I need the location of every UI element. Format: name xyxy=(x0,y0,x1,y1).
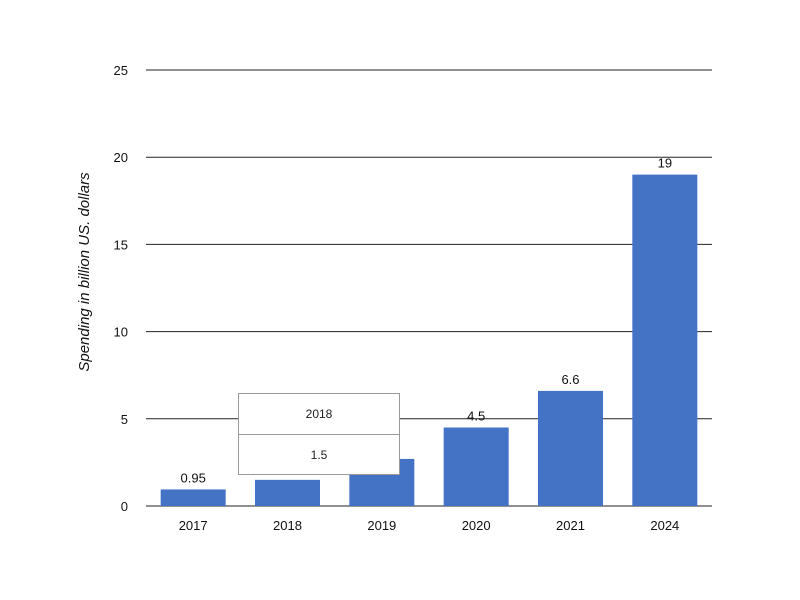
y-tick-label-5: 5 xyxy=(121,412,128,427)
bar-2024 xyxy=(632,174,698,506)
x-tick-label-2017: 2017 xyxy=(179,518,208,533)
y-tick-label-25: 25 xyxy=(114,63,128,78)
y-tick-label-10: 10 xyxy=(114,325,128,340)
data-label-2021: 6.6 xyxy=(561,372,579,387)
gridlines xyxy=(146,69,712,507)
y-tick-label-15: 15 xyxy=(114,237,128,252)
data-label-2020: 4.5 xyxy=(467,409,485,424)
tooltip-value: 1.5 xyxy=(239,434,399,475)
tooltip-category: 2018 xyxy=(305,407,333,421)
x-tick-label-2019: 2019 xyxy=(367,518,396,533)
x-tick-label-2024: 2024 xyxy=(650,518,679,533)
x-tick-label-2018: 2018 xyxy=(273,518,302,533)
bar-2021 xyxy=(538,390,603,506)
bar-2020 xyxy=(443,427,509,506)
x-tick-label-2021: 2021 xyxy=(556,518,585,533)
x-axis-ticks: 2017 2018 2019 2020 2021 2024 xyxy=(179,518,680,533)
data-label-2024: 19 xyxy=(658,156,672,171)
y-axis-title: Spending in billion US. dollars xyxy=(76,172,93,372)
data-label-2017: 0.95 xyxy=(181,470,206,485)
bars xyxy=(160,174,698,506)
y-tick-label-20: 20 xyxy=(114,150,128,165)
data-labels: 0.95 4.5 6.6 19 xyxy=(181,156,673,486)
hover-tooltip: 2018 1.5 xyxy=(238,393,400,475)
bar-2018 xyxy=(255,479,320,506)
y-axis-ticks: 0 5 10 15 20 25 xyxy=(114,63,128,514)
x-tick-label-2020: 2020 xyxy=(462,518,491,533)
y-tick-label-0: 0 xyxy=(121,499,128,514)
bar-2017 xyxy=(160,489,226,506)
